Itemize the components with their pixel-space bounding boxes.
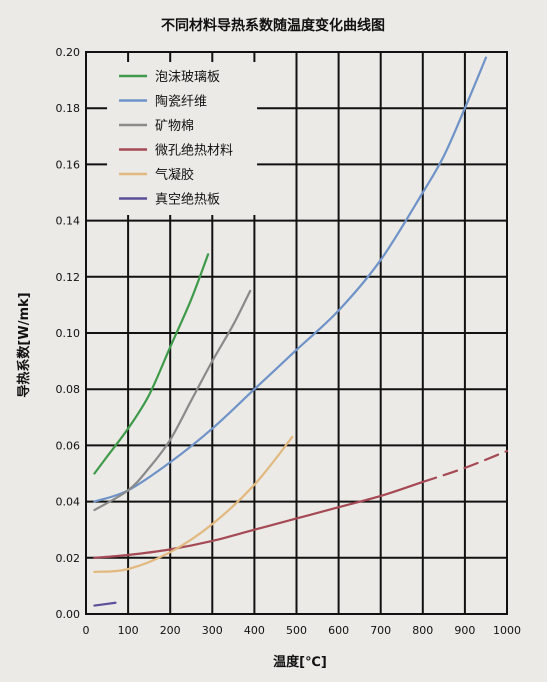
legend-label: 矿物棉 bbox=[155, 119, 194, 134]
x-tick-label: 0 bbox=[83, 624, 90, 637]
x-tick-label: 600 bbox=[328, 624, 349, 637]
series-line bbox=[421, 449, 509, 484]
y-tick-label: 0.14 bbox=[56, 215, 81, 228]
y-tick-labels: 0.00 0.02 0.04 0.06 0.08 0.10 0.12 0.14 0.16 0.18… bbox=[56, 46, 81, 621]
x-tick-label: 500 bbox=[286, 624, 307, 637]
series-lines bbox=[93, 56, 509, 607]
y-tick-label: 0.20 bbox=[56, 46, 81, 59]
legend-label: 气凝胶 bbox=[155, 167, 194, 183]
plot-frame bbox=[85, 51, 508, 615]
y-tick-label: 0.16 bbox=[56, 158, 81, 171]
axes bbox=[85, 51, 508, 615]
grid bbox=[86, 52, 507, 614]
series-line bbox=[93, 601, 117, 607]
series-line bbox=[93, 253, 210, 475]
series-line bbox=[93, 56, 488, 503]
x-tick-label: 700 bbox=[370, 624, 391, 637]
series-line bbox=[93, 289, 252, 512]
y-tick-label: 0.02 bbox=[56, 552, 81, 565]
x-tick-label: 200 bbox=[160, 624, 181, 637]
y-tick-label: 0.04 bbox=[56, 496, 81, 509]
legend-label: 泡沫玻璃板 bbox=[155, 70, 220, 85]
x-tick-label: 800 bbox=[412, 624, 433, 637]
x-axis-label: 温度[℃] bbox=[273, 654, 327, 670]
series-line bbox=[93, 480, 424, 559]
y-tick-label: 0.12 bbox=[56, 271, 81, 284]
y-tick-label: 0.06 bbox=[56, 439, 81, 452]
legend-label: 微孔绝热材料 bbox=[155, 143, 233, 159]
y-tick-label: 0.18 bbox=[56, 102, 81, 115]
x-tick-label: 900 bbox=[454, 624, 475, 637]
chart-title: 不同材料导热系数随温度变化曲线图 bbox=[161, 17, 385, 34]
y-tick-label: 0.10 bbox=[56, 327, 81, 340]
legend-label: 真空绝热板 bbox=[155, 192, 220, 208]
x-tick-label: 300 bbox=[202, 624, 223, 637]
y-tick-label: 0.08 bbox=[56, 383, 81, 396]
y-axis-label: 导热系数[W/mk] bbox=[16, 292, 32, 397]
x-tick-label: 400 bbox=[244, 624, 265, 637]
x-tick-label: 1000 bbox=[493, 624, 521, 637]
x-tick-label: 100 bbox=[118, 624, 139, 637]
legend-label: 陶瓷纤维 bbox=[155, 94, 207, 110]
x-tick-labels: 0 100 200 300 400 500 600 700 800 900 1000 bbox=[83, 624, 522, 637]
series-line bbox=[93, 435, 294, 573]
legend-box bbox=[107, 62, 258, 215]
y-tick-label: 0.00 bbox=[56, 608, 81, 621]
